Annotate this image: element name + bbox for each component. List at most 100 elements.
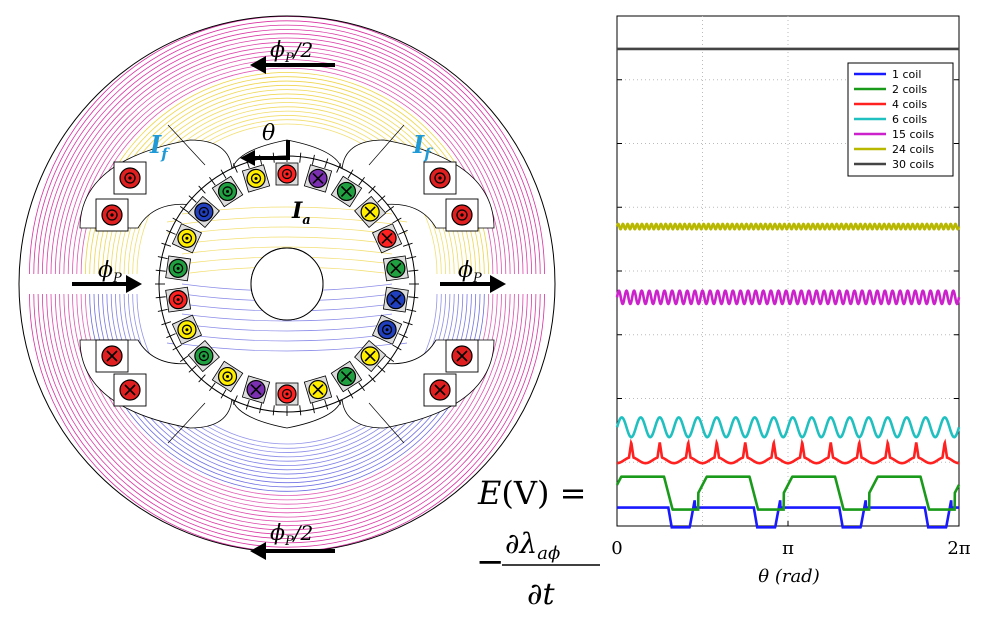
flux-line-upper xyxy=(50,37,524,275)
flux-line-rotor-inner xyxy=(181,246,393,255)
series-line xyxy=(617,438,959,465)
theta-arrow xyxy=(240,140,290,166)
current-in-icon xyxy=(390,262,402,274)
current-in-icon xyxy=(340,185,353,198)
rotor-tooth xyxy=(172,217,182,224)
rotor-conductors xyxy=(165,162,409,406)
rotor-tooth xyxy=(166,229,176,235)
current-dot xyxy=(285,172,289,176)
current-dot xyxy=(110,213,114,217)
rotor-tooth xyxy=(198,185,206,194)
flux-right-label: ϕP xyxy=(458,258,482,286)
current-out-icon xyxy=(198,206,210,218)
flux-arrow-top xyxy=(250,56,335,74)
current-in-icon xyxy=(124,384,136,396)
rotor-tooth xyxy=(155,269,166,272)
flux-bottom-label: ϕP/2 xyxy=(270,521,313,549)
rotor-tooth xyxy=(408,296,419,299)
rotor-tooth xyxy=(324,399,329,410)
current-in-icon xyxy=(456,350,468,362)
current-out-icon xyxy=(172,294,184,305)
flux-line-lower xyxy=(72,293,502,509)
legend-entry: 24 coils xyxy=(892,143,934,156)
flux-line-lower xyxy=(46,293,528,535)
rotor-tooth xyxy=(299,405,302,416)
legend-entry: 1 coil xyxy=(892,68,921,81)
flux-line-rotor-inner xyxy=(181,236,393,245)
series-lines xyxy=(615,47,961,529)
theta-label: θ xyxy=(262,121,275,146)
series-line xyxy=(617,500,959,529)
current-out-icon xyxy=(106,209,118,221)
current-in-icon xyxy=(312,172,324,185)
rotor-tooth xyxy=(368,185,376,194)
rotor-tooth xyxy=(161,242,172,247)
current-out-icon xyxy=(222,186,233,197)
flux-line-lower xyxy=(63,293,511,518)
rotor-tooth xyxy=(161,321,172,326)
current-dot xyxy=(128,176,132,180)
rotor-tooth xyxy=(408,269,419,272)
flux-line-upper xyxy=(46,33,528,275)
shaft-bore xyxy=(250,247,324,321)
legend-entry: 2 coils xyxy=(892,83,927,96)
rotor-tooth xyxy=(209,176,216,186)
flux-line-upper xyxy=(54,41,520,275)
current-dot xyxy=(185,328,189,332)
legend-entry: 15 coils xyxy=(892,128,934,141)
current-dot xyxy=(202,354,206,358)
current-out-icon xyxy=(124,172,136,184)
current-in-icon xyxy=(106,350,118,362)
flux-line-upper xyxy=(29,16,545,275)
rotor-tooth xyxy=(324,158,329,169)
flux-line-rotor-inner xyxy=(181,226,393,235)
rotor-tooth xyxy=(220,169,227,179)
rotor-tooth xyxy=(368,374,376,383)
series-line xyxy=(615,289,961,306)
rotor-tooth xyxy=(172,344,182,351)
rotor-tooth xyxy=(166,333,176,339)
current-dot xyxy=(438,176,442,180)
x-axis-label: θ (rad) xyxy=(758,566,819,587)
flux-line-lower xyxy=(67,293,507,514)
current-in-icon xyxy=(390,294,402,306)
stator-divider xyxy=(368,402,405,444)
field-current-left-label: If xyxy=(149,130,170,163)
x-axis-ticks: 0 π 2π xyxy=(611,521,971,559)
flux-line-lower xyxy=(37,293,537,544)
field-current-right-label: If xyxy=(412,130,433,163)
stator-divider xyxy=(368,124,405,166)
current-out-icon xyxy=(381,324,393,335)
flux-line-upper xyxy=(33,20,541,275)
rotor-tooth xyxy=(398,229,408,235)
current-in-icon xyxy=(364,206,376,218)
series-line xyxy=(615,416,961,439)
rotor-tooth xyxy=(232,163,238,173)
flux-top-label: ϕP/2 xyxy=(270,38,313,66)
flux-line-lower xyxy=(42,293,532,539)
field-coil-slot xyxy=(95,198,129,232)
x-tick-label: 2π xyxy=(947,538,970,559)
current-out-icon xyxy=(172,263,184,274)
field-coil-slot xyxy=(113,161,147,195)
rotor-tooth xyxy=(245,399,250,410)
current-out-icon xyxy=(281,388,293,400)
flux-line-upper xyxy=(37,24,537,275)
field-coils xyxy=(95,124,479,444)
flux-arrow-right xyxy=(440,275,506,293)
rotor-tooth xyxy=(402,242,413,247)
rotor-tooth xyxy=(377,365,386,373)
rotor-tooth xyxy=(188,365,197,373)
flux-arrow-bottom xyxy=(250,542,335,560)
flux-line-upper xyxy=(72,59,502,275)
flux-line-rotor-inner xyxy=(181,323,393,332)
current-dot xyxy=(176,266,180,270)
current-out-icon xyxy=(198,350,210,362)
rotor-tooth xyxy=(272,405,275,416)
rotor-tooth xyxy=(232,395,238,405)
flux-lines xyxy=(29,16,545,552)
stator-divider xyxy=(167,402,206,444)
current-in-icon xyxy=(312,383,324,396)
